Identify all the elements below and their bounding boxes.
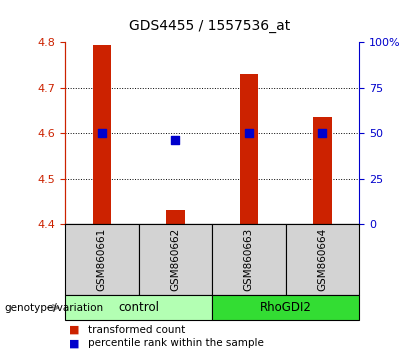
Text: RhoGDI2: RhoGDI2 bbox=[260, 301, 312, 314]
Bar bbox=[65, 224, 139, 295]
Text: GDS4455 / 1557536_at: GDS4455 / 1557536_at bbox=[129, 19, 291, 34]
Text: GSM860664: GSM860664 bbox=[318, 228, 327, 291]
Text: ■: ■ bbox=[69, 338, 80, 348]
Text: genotype/variation: genotype/variation bbox=[4, 303, 103, 313]
Text: control: control bbox=[118, 301, 159, 314]
Point bbox=[319, 130, 326, 136]
Text: ■: ■ bbox=[69, 325, 80, 335]
Bar bbox=[65, 295, 212, 320]
Text: GSM860661: GSM860661 bbox=[97, 228, 107, 291]
Text: transformed count: transformed count bbox=[88, 325, 186, 335]
Text: GSM860663: GSM860663 bbox=[244, 228, 254, 291]
Bar bbox=[212, 224, 286, 295]
Bar bbox=[166, 210, 184, 224]
Bar bbox=[313, 118, 331, 224]
Text: GSM860662: GSM860662 bbox=[171, 228, 180, 291]
Point bbox=[245, 130, 252, 136]
Bar bbox=[212, 295, 359, 320]
Point bbox=[172, 137, 179, 143]
Bar bbox=[240, 74, 258, 224]
Bar bbox=[139, 224, 212, 295]
Point bbox=[98, 130, 105, 136]
Bar bbox=[286, 224, 359, 295]
Bar bbox=[93, 45, 111, 224]
Text: percentile rank within the sample: percentile rank within the sample bbox=[88, 338, 264, 348]
